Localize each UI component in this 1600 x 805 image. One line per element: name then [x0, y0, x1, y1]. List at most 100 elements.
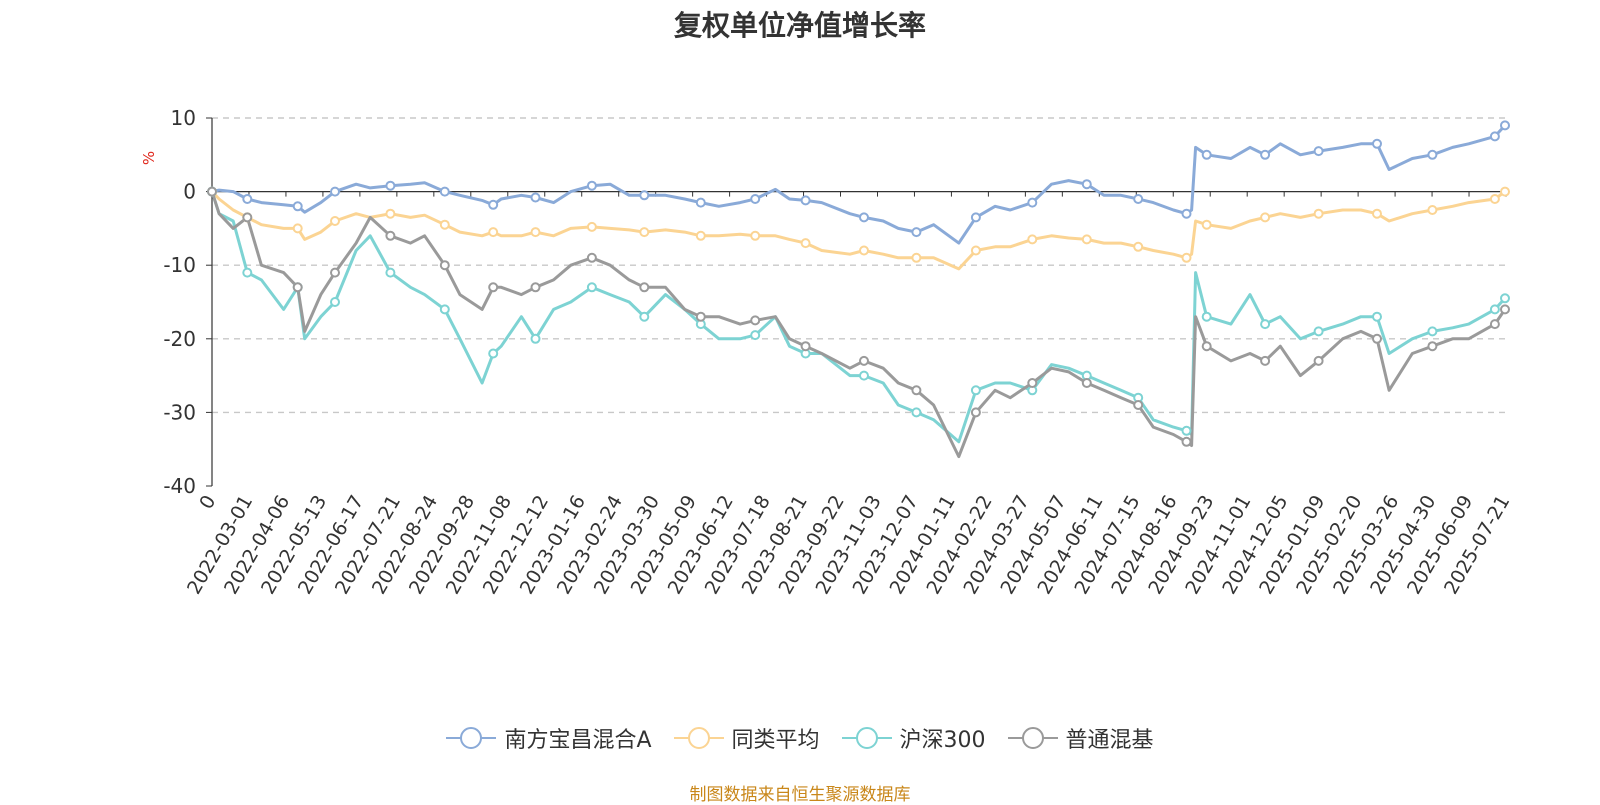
legend-circle	[1021, 727, 1044, 749]
legend-item[interactable]: 沪深300	[841, 722, 986, 754]
legend-circle	[855, 727, 878, 749]
legend-marker-icon	[1007, 727, 1058, 749]
series-line-1	[210, 190, 1506, 271]
series-line-0	[211, 124, 1507, 245]
data-point	[1313, 146, 1324, 157]
data-source-note: 制图数据来自恒生聚源数据库	[689, 785, 911, 805]
data-point	[1489, 319, 1500, 330]
data-point	[970, 245, 981, 256]
data-point	[1133, 194, 1144, 204]
series-markers	[207, 120, 1510, 447]
chart-title: 复权单位净值增长率	[673, 9, 926, 42]
data-point	[1181, 436, 1192, 447]
data-point	[586, 252, 597, 263]
data-point	[750, 230, 761, 241]
data-point	[911, 385, 922, 396]
data-point	[1313, 208, 1324, 219]
data-point	[1081, 378, 1092, 388]
legend-marker-icon	[446, 727, 497, 749]
data-point	[488, 282, 499, 293]
data-point	[1427, 341, 1438, 352]
data-point	[750, 315, 761, 326]
data-point	[1181, 208, 1192, 219]
data-point	[330, 297, 340, 307]
data-point	[1181, 252, 1192, 263]
data-point	[1372, 208, 1382, 219]
data-point	[1260, 319, 1271, 330]
series-line-2	[210, 191, 1507, 444]
legend-circle	[687, 727, 710, 749]
data-point	[911, 407, 922, 418]
data-point	[859, 355, 869, 366]
data-point	[911, 227, 922, 238]
data-point	[488, 199, 499, 210]
data-point	[1133, 241, 1144, 252]
data-point	[639, 282, 650, 293]
data-point	[1181, 425, 1192, 436]
data-point	[695, 230, 706, 241]
data-point	[242, 267, 253, 278]
data-point	[1260, 212, 1271, 223]
data-point	[1027, 378, 1038, 388]
data-point	[1201, 341, 1212, 352]
data-point	[800, 341, 811, 352]
data-point	[639, 227, 650, 238]
data-point	[750, 194, 761, 204]
data-point	[242, 194, 253, 204]
data-point	[1027, 234, 1038, 245]
data-point	[530, 282, 541, 293]
data-point	[800, 195, 811, 206]
data-point	[1372, 333, 1382, 344]
data-point	[1500, 186, 1510, 197]
data-point	[1313, 355, 1324, 366]
y-tick-label: 0	[183, 180, 196, 204]
data-point	[1260, 149, 1271, 160]
data-point	[970, 212, 981, 223]
data-point	[1081, 179, 1092, 190]
data-point	[911, 252, 922, 263]
data-point	[586, 221, 597, 232]
data-point	[695, 311, 706, 322]
legend-item[interactable]: 普通混基	[1007, 722, 1154, 754]
legend-item[interactable]: 南方宝昌混合A	[446, 722, 652, 754]
data-point	[292, 201, 303, 212]
data-point	[639, 190, 650, 201]
legend-marker-icon	[841, 727, 892, 749]
series-lines	[210, 124, 1507, 459]
data-point	[330, 267, 340, 278]
data-point	[488, 227, 499, 238]
data-point	[1489, 304, 1500, 315]
data-point	[1500, 293, 1510, 304]
data-point	[385, 230, 396, 241]
data-point	[439, 219, 450, 230]
y-tick-label: -30	[163, 400, 196, 424]
data-point	[859, 245, 869, 256]
axes: 100-10-20-30-4002022-03-012022-04-062022…	[163, 106, 1514, 598]
data-point	[970, 385, 981, 396]
legend-label: 南方宝昌混合A	[504, 728, 652, 753]
y-tick-label: -40	[163, 474, 196, 498]
data-point	[385, 180, 396, 191]
data-point	[586, 282, 597, 293]
data-point	[292, 282, 303, 293]
data-point	[1500, 120, 1510, 131]
data-point	[330, 216, 340, 226]
data-point	[1427, 326, 1438, 337]
y-axis-unit-label: %	[140, 151, 158, 165]
data-point	[488, 348, 499, 359]
data-point	[439, 304, 450, 315]
data-point	[330, 186, 340, 197]
data-point	[1372, 311, 1382, 322]
data-point	[1427, 205, 1438, 215]
data-point	[530, 333, 541, 344]
legend-label: 同类平均	[731, 728, 820, 753]
data-point	[385, 267, 396, 278]
legend-item[interactable]: 同类平均	[673, 722, 820, 754]
data-point	[530, 227, 541, 238]
data-point	[439, 260, 450, 271]
legend-label: 普通混基	[1065, 728, 1154, 753]
data-point	[800, 238, 811, 249]
data-point	[1027, 197, 1038, 208]
data-point	[859, 212, 869, 223]
data-point	[1372, 138, 1382, 149]
